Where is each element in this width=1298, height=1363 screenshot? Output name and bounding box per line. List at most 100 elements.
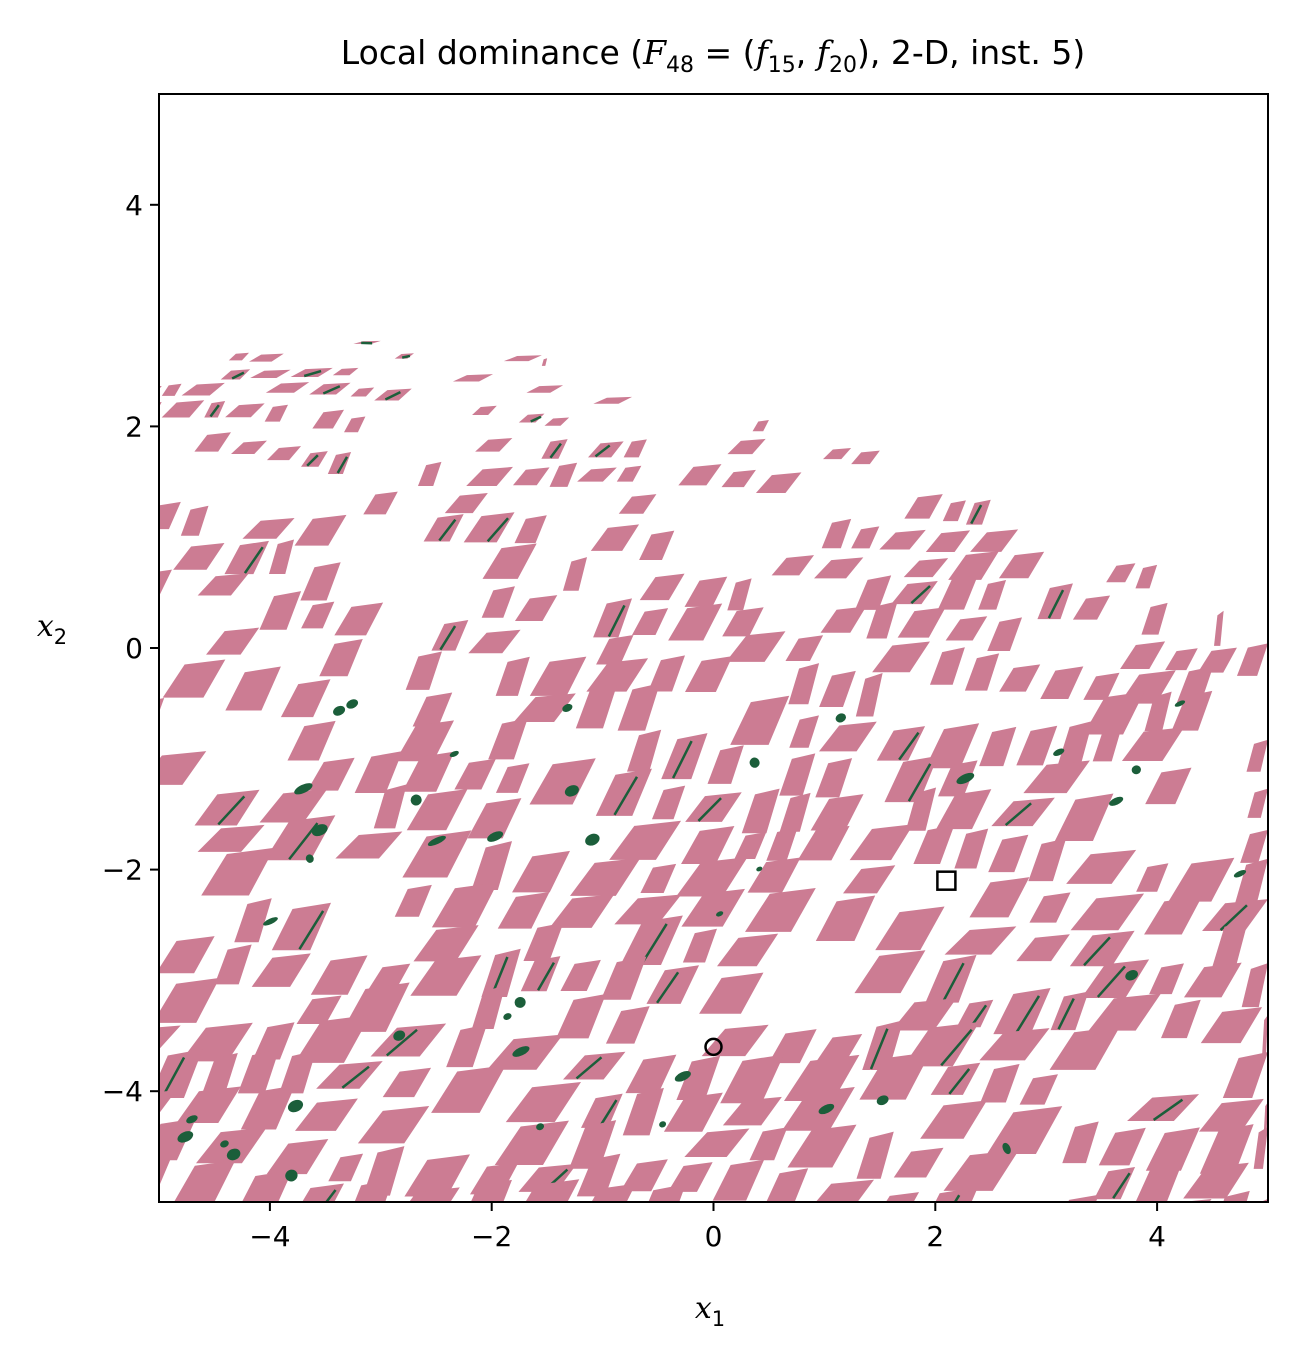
y-tick-label: 0 [125,632,143,665]
efficient-set-patch [226,1148,241,1161]
dominated-region [648,1183,686,1202]
dominated-region [159,977,220,1023]
dominated-region [1145,1127,1200,1171]
dominated-region [586,658,649,692]
dominated-region [265,382,310,393]
dominated-region [1165,648,1198,671]
dominated-region [590,524,640,551]
dominated-region [225,666,281,711]
dominated-region [526,385,564,393]
dominated-region [1083,691,1145,735]
dominated-region [781,1087,855,1131]
dominated-region [851,526,880,549]
dominated-region [529,656,587,696]
dominated-region [159,1090,177,1114]
dominated-region [948,551,999,580]
dominated-region [294,1014,371,1063]
dominated-region [367,963,411,991]
dominated-region [987,617,1023,651]
dominated-region [1016,934,1070,962]
efficient-set-patch [876,1095,889,1106]
dominated-region [1214,610,1224,646]
dominated-region [620,915,683,966]
dominated-region [1083,672,1120,700]
efficient-set-segment [298,910,325,950]
dominated-region [562,557,588,591]
dominated-region [755,472,802,493]
dominated-region [825,1218,868,1257]
dominated-region [925,954,977,1003]
dominated-region [684,656,733,692]
dominated-region [161,383,182,396]
dominated-region [159,697,165,713]
efficient-set-segment [243,546,264,574]
dominated-region [481,586,515,618]
dominated-region [206,627,260,655]
efficient-set-segment [306,454,319,467]
dominated-region [884,755,938,803]
efficient-set-patch [1174,700,1186,707]
x-axis-label-base: x [695,1291,712,1326]
dominated-region [725,631,786,662]
efficient-set-segment [486,517,509,543]
efficient-set-segment [1096,965,1126,998]
dominated-region [816,1034,863,1061]
dominated-region [161,400,205,418]
dominated-region [821,518,852,549]
dominated-region [639,573,685,601]
dominated-region [413,925,479,962]
dominated-region [1088,993,1161,1031]
y-axis-label-base: x [37,609,54,644]
dominated-region [332,367,359,376]
dominated-region [181,382,225,396]
dominated-region [242,517,295,539]
efficient-set-patch [311,824,328,837]
dominated-region [616,465,642,482]
dominated-region [328,1153,364,1182]
dominated-region [159,936,215,974]
dominated-region [402,751,455,792]
dominated-region [722,1096,782,1126]
dominated-region [180,505,209,536]
efficient-set-patch [512,1046,530,1057]
dominated-region [512,850,571,893]
dominated-region [173,542,225,570]
efficient-set-segment [231,371,245,380]
dominated-region [444,492,488,514]
x-axis: −4 −2 0 2 4 [249,1202,1166,1253]
dominated-region [518,1163,577,1192]
efficient-set-segment [1083,936,1111,967]
efficient-set-patch [186,1115,198,1124]
dominated-region [307,757,355,791]
dominated-region [1253,1126,1268,1169]
dominated-region [404,1154,470,1197]
dominance-band [159,936,1268,1056]
dominated-region [417,461,442,486]
dominated-region [815,895,876,942]
dominated-region [505,1082,581,1123]
dominated-region [241,1170,293,1202]
dominance-band [159,501,1158,589]
efficient-set-segment [401,354,411,359]
dominated-region [176,1086,241,1124]
dominated-region [682,928,717,963]
dominated-region [876,726,926,761]
dominated-region [925,530,971,552]
efficient-set-patch [585,833,600,846]
dominated-region [699,972,764,1014]
dominated-region [823,448,852,460]
dominated-region [722,607,764,637]
dominated-region [856,1131,894,1179]
dominance-band [159,697,1268,818]
efficient-set-segment [907,763,932,802]
dominated-region [646,965,700,1004]
dominated-region [1168,857,1235,902]
dominated-region [334,602,384,636]
dominated-region [354,1178,394,1202]
dominated-region [463,512,515,543]
efficient-set-segment [613,776,639,816]
dominated-region [197,573,249,596]
efficient-set-segment [1219,904,1248,931]
dominated-region [897,607,946,638]
dominated-region [300,562,341,601]
